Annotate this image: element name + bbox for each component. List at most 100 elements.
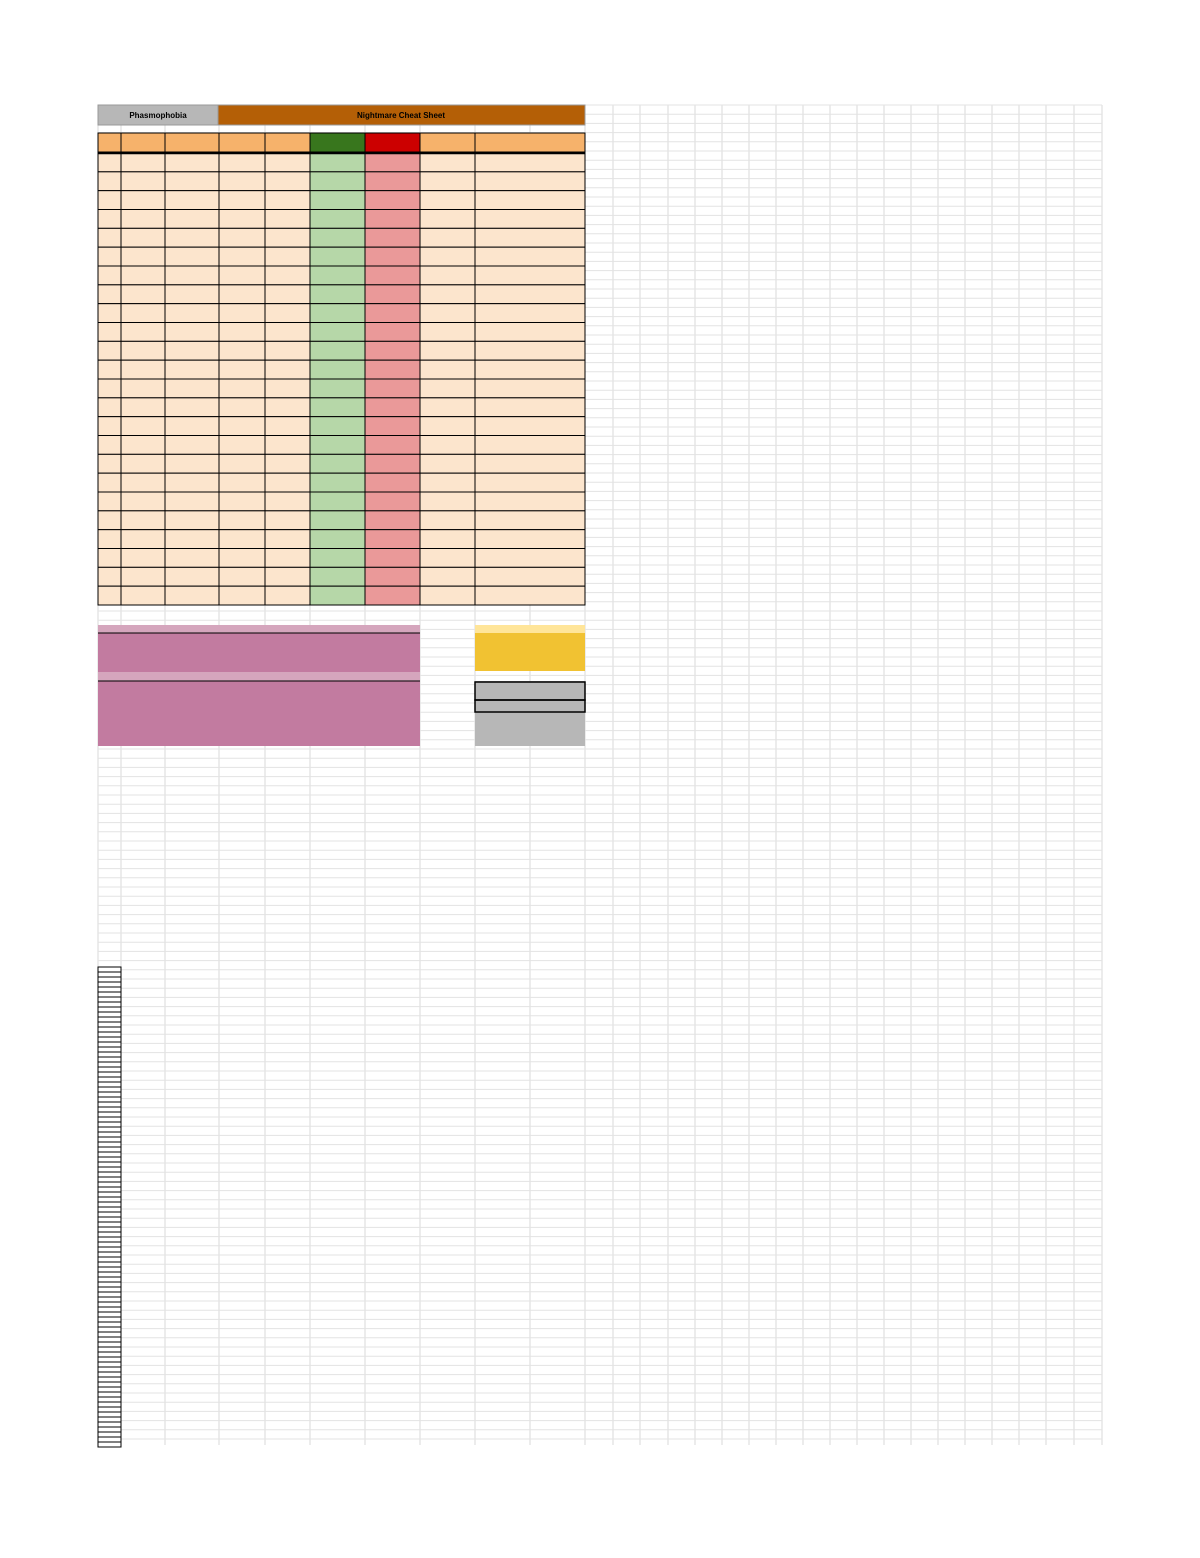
- table-cell: [264, 359, 311, 380]
- table-cell: [264, 435, 311, 455]
- table-cell: [309, 322, 366, 342]
- table-cell: [419, 303, 476, 323]
- table-cell: [419, 453, 476, 474]
- table-cell: [120, 359, 166, 380]
- cells: [97, 132, 586, 1448]
- left-title: Phasmophobia: [129, 111, 187, 120]
- table-cell: [164, 322, 220, 342]
- bordered-cell: [97, 1351, 122, 1358]
- table-cell: [364, 190, 421, 211]
- bordered-cell: [97, 1261, 122, 1268]
- bordered-cell: [97, 1201, 122, 1208]
- table-cell: [164, 378, 220, 399]
- table-cell: [309, 246, 366, 267]
- column-header: [264, 132, 311, 153]
- table-cell: [474, 472, 586, 493]
- table-cell: [164, 246, 220, 267]
- table-cell: [218, 491, 266, 512]
- table-cell: [474, 246, 586, 267]
- table-cell: [218, 284, 266, 305]
- table-cell: [309, 510, 366, 531]
- table-cell: [218, 416, 266, 436]
- table-cell: [364, 510, 421, 531]
- table-cell: [120, 529, 166, 550]
- table-cell: [309, 284, 366, 305]
- panel-body: [98, 681, 420, 746]
- table-cell: [309, 491, 366, 512]
- table-cell: [419, 246, 476, 267]
- bordered-cell: [97, 1046, 122, 1053]
- table-cell: [120, 246, 166, 267]
- table-cell: [419, 227, 476, 248]
- title-cell: [217, 104, 586, 126]
- table-cell: [97, 397, 122, 418]
- table-cell: [218, 209, 266, 229]
- bordered-cell: [97, 1146, 122, 1153]
- bordered-cell: [97, 1206, 122, 1213]
- table-cell: [309, 397, 366, 418]
- table-cell: [474, 435, 586, 455]
- table-cell: [364, 585, 421, 606]
- table-cell: [419, 171, 476, 192]
- table-cell: [218, 190, 266, 211]
- bordered-cell: [97, 1131, 122, 1138]
- bordered-cell: [97, 1111, 122, 1118]
- table-cell: [120, 340, 166, 361]
- table-cell: [120, 435, 166, 455]
- table-cell: [164, 209, 220, 229]
- table-cell: [97, 246, 122, 267]
- table-cell: [120, 472, 166, 493]
- bordered-cell: [97, 1186, 122, 1193]
- table-cell: [97, 491, 122, 512]
- bordered-cell: [97, 1081, 122, 1088]
- table-cell: [264, 491, 311, 512]
- table-cell: [97, 284, 122, 305]
- bordered-cell: [97, 1291, 122, 1298]
- table-cell: [264, 548, 311, 568]
- table-cell: [218, 265, 266, 286]
- table-cell: [264, 322, 311, 342]
- panel-header: [98, 625, 420, 633]
- table-cell: [474, 152, 586, 173]
- table-cell: [419, 585, 476, 606]
- table-cell: [364, 548, 421, 568]
- table-cell: [164, 227, 220, 248]
- table-cell: [419, 566, 476, 587]
- bordered-cell: [97, 1441, 122, 1448]
- column-header: [120, 132, 166, 153]
- column-header: [97, 132, 122, 153]
- table-cell: [164, 585, 220, 606]
- table-cell: [474, 359, 586, 380]
- column-header: [419, 132, 476, 153]
- table-cell: [97, 171, 122, 192]
- table-cell: [164, 472, 220, 493]
- table-cell: [97, 322, 122, 342]
- table-cell: [264, 340, 311, 361]
- bordered-cell: [97, 1126, 122, 1133]
- table-cell: [419, 491, 476, 512]
- table-cell: [364, 246, 421, 267]
- bordered-cell: [97, 1336, 122, 1343]
- panel-body: [98, 633, 420, 672]
- column-header: [364, 132, 421, 153]
- table-cell: [218, 472, 266, 493]
- table-cell: [309, 453, 366, 474]
- table-cell: [218, 227, 266, 248]
- table-cell: [120, 303, 166, 323]
- bordered-cell: [97, 1011, 122, 1018]
- bordered-cell: [97, 1251, 122, 1258]
- bordered-cell: [97, 1256, 122, 1263]
- table-cell: [364, 209, 421, 229]
- table-cell: [97, 265, 122, 286]
- bordered-cell: [97, 1171, 122, 1178]
- table-cell: [264, 566, 311, 587]
- bordered-cell: [97, 1391, 122, 1398]
- bordered-cell: [97, 1041, 122, 1048]
- table-cell: [218, 246, 266, 267]
- table-cell: [419, 322, 476, 342]
- table-cell: [309, 435, 366, 455]
- table-cell: [364, 491, 421, 512]
- bordered-cell: [97, 1396, 122, 1403]
- bordered-cell: [97, 1371, 122, 1378]
